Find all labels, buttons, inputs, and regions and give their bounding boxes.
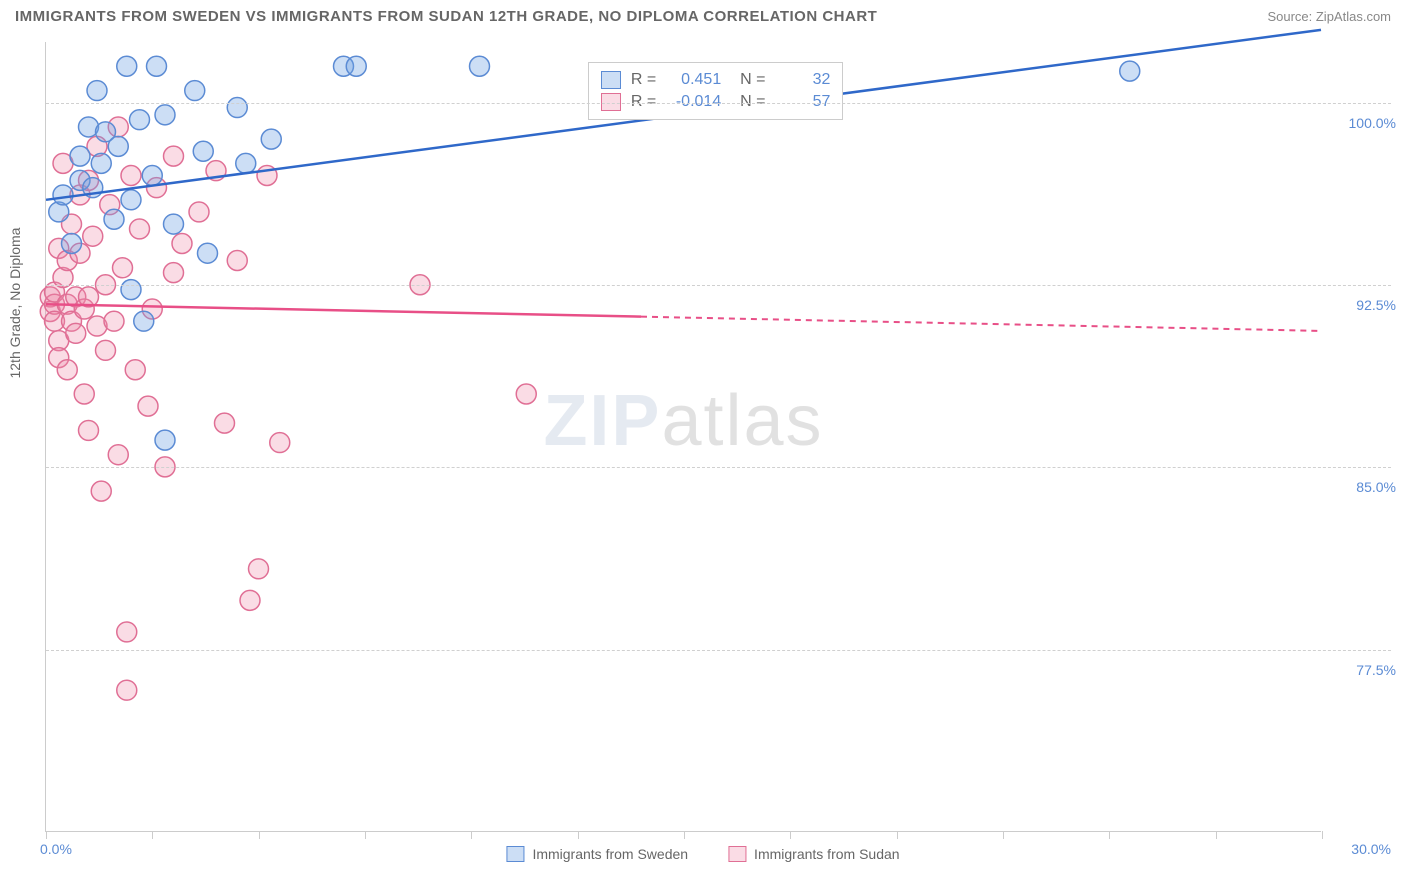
x-tick <box>1322 831 1323 839</box>
data-point <box>104 311 124 331</box>
data-point <box>121 190 141 210</box>
sweden-r-value: 0.451 <box>666 71 721 89</box>
data-point <box>117 56 137 76</box>
x-tick <box>471 831 472 839</box>
x-tick <box>578 831 579 839</box>
sweden-swatch-icon <box>601 71 621 89</box>
data-point <box>236 153 256 173</box>
data-point <box>87 81 107 101</box>
data-point <box>130 110 150 130</box>
stats-legend-box: R = 0.451 N = 32 R = -0.014 N = 57 <box>588 62 844 120</box>
x-tick <box>684 831 685 839</box>
sweden-n-value: 32 <box>775 71 830 89</box>
data-point <box>117 680 137 700</box>
gridline <box>46 467 1391 468</box>
data-point <box>70 146 90 166</box>
data-point <box>53 185 73 205</box>
sudan-legend-swatch-icon <box>728 846 746 862</box>
data-point <box>108 445 128 465</box>
data-point <box>155 430 175 450</box>
source-label: Source: ZipAtlas.com <box>1267 9 1391 24</box>
data-point <box>346 56 366 76</box>
data-point <box>134 311 154 331</box>
y-tick-label: 100.0% <box>1349 115 1396 131</box>
x-tick <box>365 831 366 839</box>
data-point <box>79 420 99 440</box>
data-point <box>270 433 290 453</box>
data-point <box>66 323 86 343</box>
data-point <box>189 202 209 222</box>
data-point <box>172 234 192 254</box>
data-point <box>125 360 145 380</box>
data-point <box>62 234 82 254</box>
data-point <box>249 559 269 579</box>
data-point <box>91 481 111 501</box>
data-point <box>91 153 111 173</box>
x-tick <box>152 831 153 839</box>
data-point <box>193 141 213 161</box>
gridline <box>46 285 1391 286</box>
data-point <box>74 384 94 404</box>
x-tick <box>897 831 898 839</box>
data-point <box>516 384 536 404</box>
gridline <box>46 650 1391 651</box>
bottom-legend: Immigrants from Sweden Immigrants from S… <box>506 846 899 862</box>
x-tick <box>790 831 791 839</box>
data-point <box>142 166 162 186</box>
data-point <box>147 56 167 76</box>
data-point <box>227 98 247 118</box>
data-point <box>117 622 137 642</box>
data-point <box>215 413 235 433</box>
legend-label-sweden: Immigrants from Sweden <box>532 846 688 862</box>
sweden-legend-swatch-icon <box>506 846 524 862</box>
r-label: R = <box>631 71 656 89</box>
x-tick <box>1216 831 1217 839</box>
y-tick-label: 92.5% <box>1356 297 1396 313</box>
y-axis-label: 12th Grade, No Diploma <box>7 228 23 379</box>
data-point <box>130 219 150 239</box>
data-point <box>164 146 184 166</box>
data-point <box>470 56 490 76</box>
data-point <box>108 136 128 156</box>
x-tick <box>46 831 47 839</box>
x-tick <box>259 831 260 839</box>
stats-row-sweden: R = 0.451 N = 32 <box>601 69 831 91</box>
data-point <box>240 590 260 610</box>
data-point <box>113 258 133 278</box>
data-point <box>121 166 141 186</box>
data-point <box>198 243 218 263</box>
data-point <box>261 129 281 149</box>
chart-area: R = 0.451 N = 32 R = -0.014 N = 57 ZIPat… <box>45 42 1321 832</box>
n-label: N = <box>731 71 765 89</box>
y-tick-label: 85.0% <box>1356 479 1396 495</box>
legend-item-sudan: Immigrants from Sudan <box>728 846 900 862</box>
y-tick-label: 77.5% <box>1356 662 1396 678</box>
data-point <box>227 251 247 271</box>
data-point <box>138 396 158 416</box>
x-tick <box>1003 831 1004 839</box>
data-point <box>96 340 116 360</box>
data-point <box>185 81 205 101</box>
data-point <box>83 226 103 246</box>
x-tick <box>1109 831 1110 839</box>
data-point <box>121 280 141 300</box>
x-axis-min-label: 0.0% <box>40 841 72 857</box>
scatter-plot <box>46 42 1321 831</box>
x-axis-max-label: 30.0% <box>1351 841 1391 857</box>
legend-item-sweden: Immigrants from Sweden <box>506 846 688 862</box>
data-point <box>164 214 184 234</box>
data-point <box>1120 61 1140 81</box>
data-point <box>104 209 124 229</box>
trend-line-dashed <box>641 317 1321 331</box>
data-point <box>164 263 184 283</box>
gridline <box>46 103 1391 104</box>
data-point <box>57 360 77 380</box>
chart-title: IMMIGRANTS FROM SWEDEN VS IMMIGRANTS FRO… <box>15 8 877 25</box>
data-point <box>155 105 175 125</box>
legend-label-sudan: Immigrants from Sudan <box>754 846 900 862</box>
